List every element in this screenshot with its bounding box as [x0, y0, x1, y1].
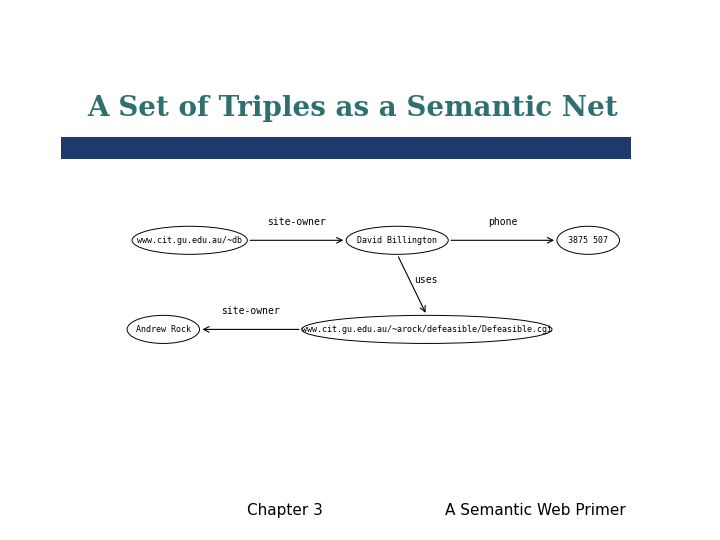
- Text: 16: 16: [15, 492, 46, 512]
- Ellipse shape: [127, 315, 199, 343]
- Ellipse shape: [346, 226, 449, 254]
- Ellipse shape: [302, 315, 552, 343]
- Text: www.cit.gu.edu.au/~arock/defeasible/Defeasible.cgi: www.cit.gu.edu.au/~arock/defeasible/Defe…: [302, 325, 552, 334]
- Text: A Semantic Web Primer: A Semantic Web Primer: [445, 503, 626, 518]
- Text: Andrew Rock: Andrew Rock: [136, 325, 191, 334]
- Text: David Billington: David Billington: [357, 236, 437, 245]
- Text: A Set of Triples as a Semantic Net: A Set of Triples as a Semantic Net: [88, 94, 618, 122]
- Text: www.cit.gu.edu.au/~db: www.cit.gu.edu.au/~db: [138, 236, 242, 245]
- Bar: [61, 137, 631, 159]
- Text: site-owner: site-owner: [221, 306, 280, 316]
- Ellipse shape: [132, 226, 247, 254]
- Text: Chapter 3: Chapter 3: [247, 503, 323, 518]
- Text: phone: phone: [488, 217, 517, 227]
- Text: site-owner: site-owner: [267, 217, 326, 227]
- Ellipse shape: [557, 226, 619, 254]
- Text: 3875 507: 3875 507: [568, 236, 608, 245]
- Text: uses: uses: [414, 275, 437, 285]
